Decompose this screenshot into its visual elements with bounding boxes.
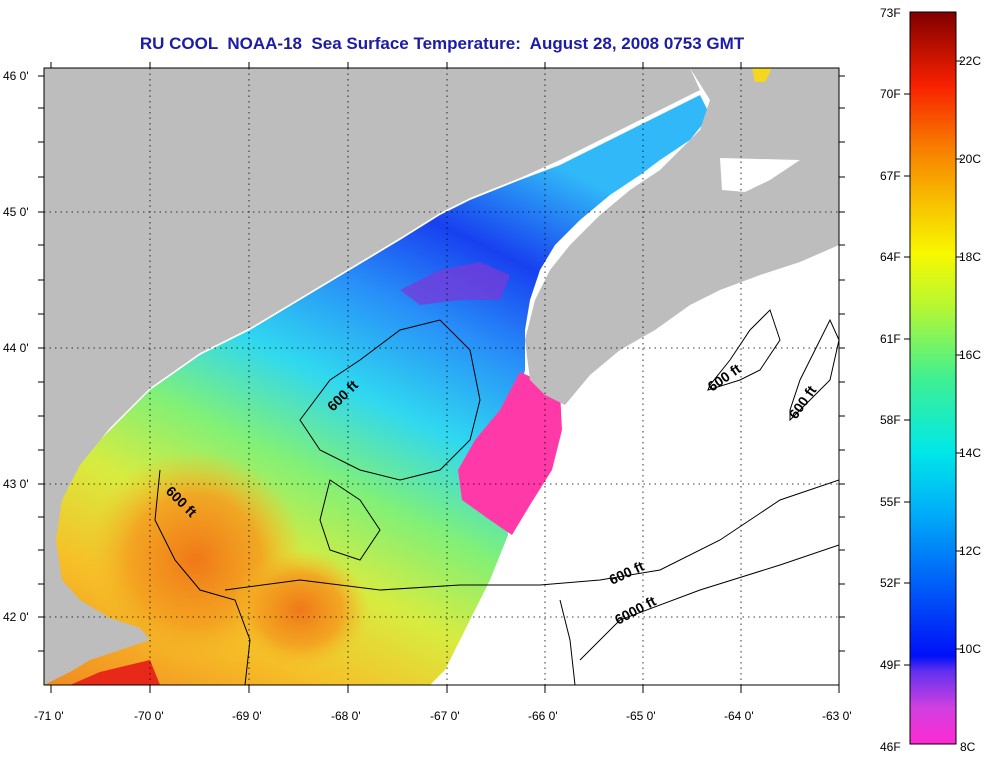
land-maritimes	[525, 68, 839, 405]
colorbar-f-52: 52F	[880, 576, 901, 590]
lat-label-46: 46 0'	[3, 69, 29, 83]
land-new-england	[44, 68, 700, 685]
temperature-colorbar	[909, 11, 957, 745]
plot-frame	[43, 67, 840, 686]
colorbar-f-70: 70F	[880, 87, 901, 101]
colorbar-c-14: 14C	[959, 446, 981, 460]
cold-water-patch	[458, 372, 562, 535]
colorbar-c-16: 16C	[959, 348, 981, 362]
graticule	[44, 68, 839, 685]
colorbar-bottom-c: 8C	[960, 740, 976, 754]
colorbar-bottom-f: 46F	[880, 740, 901, 754]
lon-label-71: -71 0'	[34, 709, 64, 723]
lon-label-68: -68 0'	[331, 709, 361, 723]
colorbar-f-67: 67F	[880, 169, 901, 183]
lat-label-42: 42 0'	[3, 610, 29, 624]
colorbar-f-61: 61F	[880, 332, 901, 346]
bathymetry-contours	[154, 309, 839, 685]
hot-water-region	[70, 660, 160, 685]
lon-label-63: -63 0'	[822, 709, 852, 723]
lon-label-70: -70 0'	[134, 709, 164, 723]
lon-label-65: -65 0'	[626, 709, 656, 723]
axis-ticks	[38, 62, 845, 693]
lon-label-67: -67 0'	[430, 709, 460, 723]
lat-label-43: 43 0'	[3, 477, 29, 491]
colorbar-top-label: 73F	[880, 6, 901, 20]
colorbar-f-58: 58F	[880, 413, 901, 427]
lat-label-44: 44 0'	[3, 341, 29, 355]
colorbar-f-49: 49F	[880, 658, 901, 672]
colorbar-c-18: 18C	[959, 250, 981, 264]
colorbar-f-64: 64F	[880, 250, 901, 264]
map-title: RU COOL NOAA-18 Sea Surface Temperature:…	[139, 34, 745, 53]
lon-label-66: -66 0'	[528, 709, 558, 723]
lat-label-45: 45 0'	[3, 205, 29, 219]
lon-label-69: -69 0'	[232, 709, 262, 723]
colorbar-c-20: 20C	[959, 152, 981, 166]
colorbar-c-12: 12C	[959, 544, 981, 558]
colorbar-c-22: 22C	[959, 54, 981, 68]
lon-label-64: -64 0'	[724, 709, 754, 723]
colorbar-c-10: 10C	[959, 642, 981, 656]
colorbar-f-55: 55F	[880, 495, 901, 509]
